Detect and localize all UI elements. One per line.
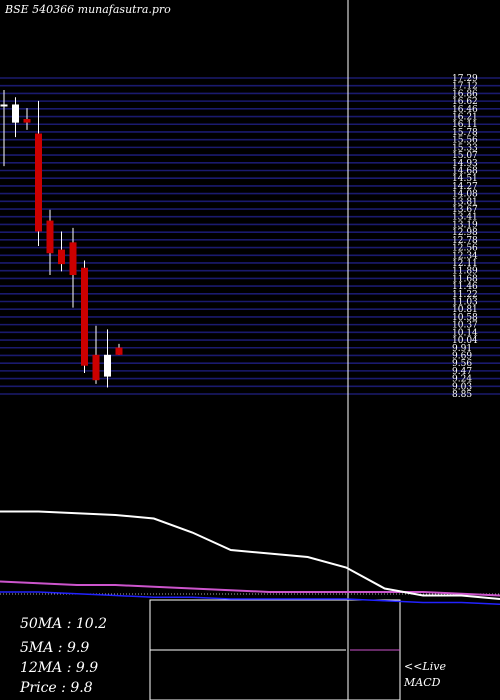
candle-body bbox=[69, 242, 77, 276]
price-tick-label: 8.85 bbox=[452, 390, 472, 400]
chart-title: BSE 540366 munafasutra.pro bbox=[5, 3, 171, 16]
price-tick-label: 16.86 bbox=[452, 89, 478, 99]
price-tick-label: 11.03 bbox=[452, 298, 478, 308]
price-tick-label: 9.91 bbox=[452, 344, 472, 354]
price-tick-label: 13.67 bbox=[452, 205, 478, 215]
readout-value: 9.9 bbox=[66, 640, 90, 656]
price-tick-label: 11.46 bbox=[452, 282, 478, 292]
price-tick-label: 9.56 bbox=[452, 359, 472, 369]
candle-body bbox=[12, 104, 19, 123]
price-tick-label: 14.93 bbox=[452, 159, 478, 169]
candle bbox=[69, 227, 77, 308]
price-tick-label: 10.04 bbox=[452, 336, 478, 346]
price-tick-label: 14.08 bbox=[452, 190, 478, 200]
price-tick-label: 9.69 bbox=[452, 351, 472, 361]
price-tick-label: 12.56 bbox=[452, 244, 478, 254]
candle bbox=[104, 329, 111, 388]
candle-body bbox=[104, 354, 111, 377]
price-tick-label: 9.47 bbox=[452, 367, 472, 377]
price-tick-label: 16.46 bbox=[452, 105, 478, 115]
price-tick-label: 12.34 bbox=[452, 251, 478, 261]
price-tick-label: 15.56 bbox=[452, 136, 478, 146]
candle bbox=[0, 89, 8, 167]
price-tick-label: 14.51 bbox=[452, 174, 478, 184]
price-tick-label: 14.68 bbox=[452, 166, 478, 176]
candle bbox=[58, 231, 65, 272]
readout-12ma: 12MA : 9.9 bbox=[20, 660, 99, 676]
price-tick-label: 16.62 bbox=[452, 97, 478, 107]
candle-body bbox=[0, 104, 8, 107]
price-tick-label: 15.78 bbox=[452, 128, 478, 138]
candle-body bbox=[92, 354, 100, 381]
readout-label: 50MA bbox=[20, 616, 63, 632]
readout-50ma: 50MA : 10.2 bbox=[20, 616, 108, 632]
candle-body bbox=[81, 267, 88, 366]
candle bbox=[92, 325, 100, 384]
readout-label: 12MA bbox=[20, 660, 63, 676]
price-tick-label: 10.37 bbox=[452, 321, 478, 331]
price-tick-label: 10.81 bbox=[452, 305, 478, 315]
live-label: <<Live bbox=[404, 660, 446, 673]
price-tick-label: 17.12 bbox=[452, 82, 478, 92]
price-tick-label: 15.07 bbox=[452, 151, 478, 161]
price-tick-label: 9.24 bbox=[452, 375, 472, 385]
candle bbox=[12, 97, 19, 138]
candle bbox=[35, 100, 42, 246]
candle-body bbox=[58, 249, 65, 265]
candle-body bbox=[115, 347, 123, 355]
candle bbox=[115, 343, 123, 355]
price-tick-label: 11.68 bbox=[452, 274, 478, 284]
price-tick-label: 13.81 bbox=[452, 197, 478, 207]
price-tick-label: 11.22 bbox=[452, 290, 478, 300]
candle-body bbox=[46, 220, 54, 254]
readout-value: 10.2 bbox=[75, 616, 108, 632]
readout-value: 9.8 bbox=[70, 680, 93, 696]
price-tick-label: 13.41 bbox=[452, 213, 478, 223]
price-tick-label: 9.03 bbox=[452, 382, 472, 392]
price-tick-label: 12.78 bbox=[452, 236, 478, 246]
price-tick-label: 10.58 bbox=[452, 313, 478, 323]
price-tick-label: 12.98 bbox=[452, 228, 478, 238]
price-grid bbox=[0, 77, 500, 395]
price-tick-label: 14.27 bbox=[452, 182, 478, 192]
candle-body bbox=[23, 118, 31, 123]
price-tick-label: 12.11 bbox=[452, 259, 478, 269]
candle bbox=[46, 209, 54, 276]
candle-body bbox=[35, 133, 42, 232]
price-tick-label: 10.14 bbox=[452, 328, 478, 338]
moving-average-lines bbox=[0, 510, 500, 605]
readout-label: Price bbox=[20, 680, 57, 696]
readout-5ma: 5MA : 9.9 bbox=[20, 640, 90, 656]
price-tick-label: 11.89 bbox=[452, 267, 478, 277]
ma-line-blue bbox=[0, 591, 500, 605]
ma-line-magenta bbox=[0, 580, 500, 597]
candlesticks bbox=[0, 89, 123, 388]
readout-price: Price : 9.8 bbox=[20, 680, 93, 696]
macd-label: MACD bbox=[404, 676, 441, 689]
price-tick-label: 15.33 bbox=[452, 143, 478, 153]
ma-line-white bbox=[0, 510, 500, 600]
readout-value: 9.9 bbox=[75, 660, 99, 676]
readout-label: 5MA bbox=[20, 640, 54, 656]
candle bbox=[81, 260, 88, 373]
price-tick-label: 13.19 bbox=[452, 220, 478, 230]
price-tick-label: 16.11 bbox=[452, 120, 478, 130]
price-axis-tick-labels: 17.2917.1216.8616.6216.4616.2116.1115.78… bbox=[452, 74, 478, 400]
price-tick-label: 17.29 bbox=[452, 74, 478, 84]
candle bbox=[23, 108, 31, 130]
price-tick-label: 16.21 bbox=[452, 113, 478, 123]
